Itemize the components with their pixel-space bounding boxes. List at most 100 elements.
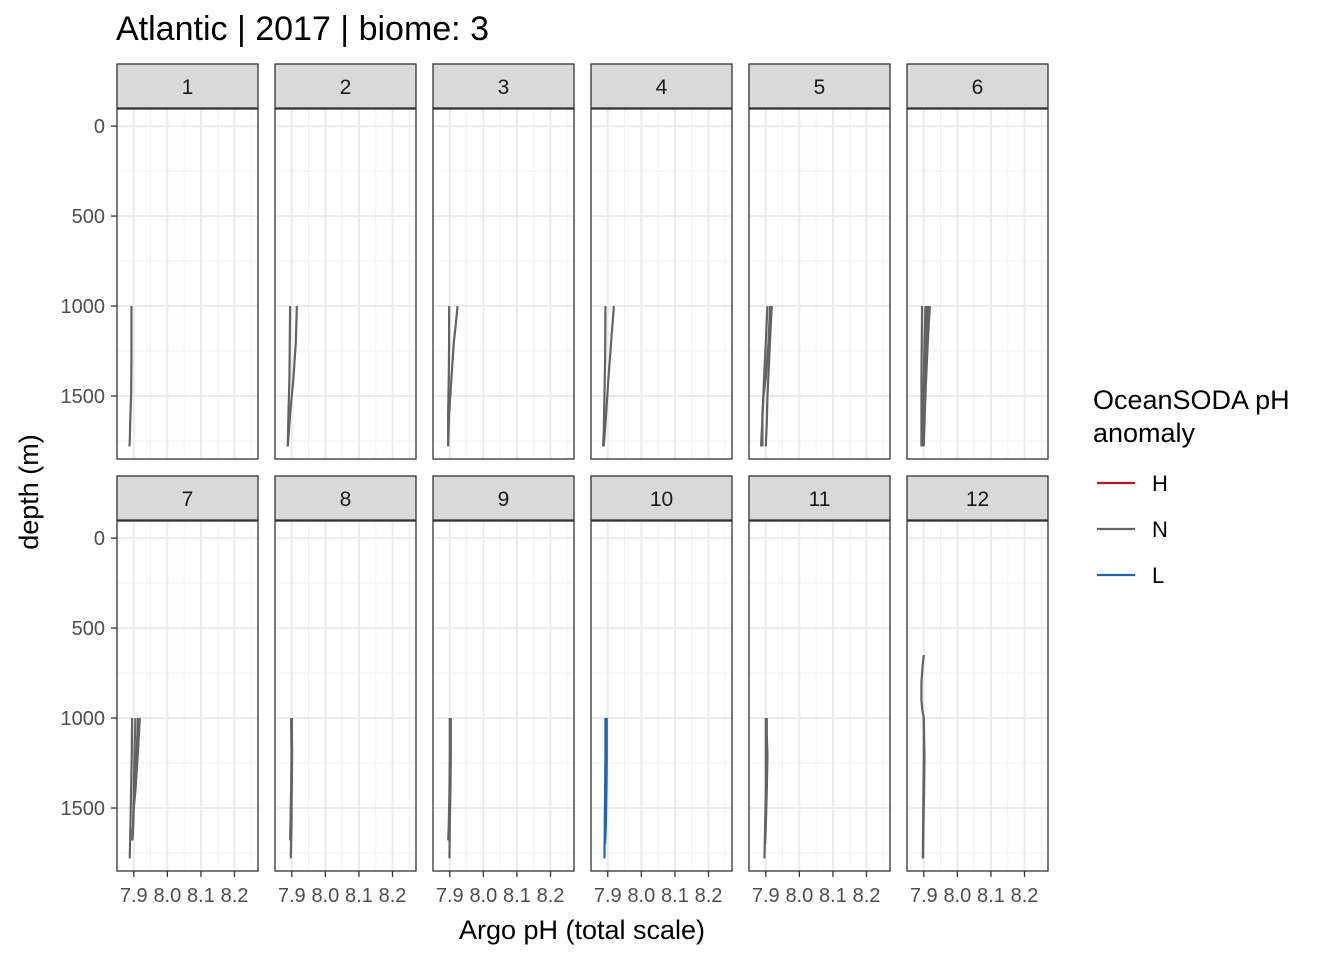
- gridlines: [906, 109, 1048, 459]
- facet-strip-label: 9: [498, 488, 510, 511]
- panel-background: [749, 521, 890, 871]
- panel-background: [433, 109, 574, 459]
- y-tick-label: 0: [94, 116, 105, 138]
- panel-border: [748, 108, 891, 460]
- facet-strip: [590, 475, 733, 521]
- facet-strip: [906, 475, 1049, 521]
- x-tick-label: 7.9: [910, 885, 938, 907]
- facet-strip: [432, 475, 575, 521]
- panel-background: [117, 109, 258, 459]
- facet-panel-4: 4: [590, 63, 733, 460]
- facet-strip: [116, 63, 259, 109]
- facet-panel-5: 5: [748, 63, 891, 460]
- y-tick-label: 1500: [61, 798, 106, 820]
- x-tick-label: 7.9: [120, 885, 148, 907]
- facet-strip-label: 6: [972, 76, 984, 99]
- x-tick-label: 7.9: [594, 885, 622, 907]
- series-line-N-2: [602, 305, 615, 447]
- facet-strip: [590, 63, 733, 109]
- gridlines: [432, 109, 574, 459]
- panel-border: [906, 520, 1049, 872]
- gridlines: [116, 521, 258, 871]
- series-line-N-1: [128, 718, 134, 859]
- facet-strip: [748, 475, 891, 521]
- panel-border: [116, 520, 259, 872]
- panel-border: [116, 108, 259, 460]
- panel-border: [906, 108, 1049, 460]
- legend-title-line-1: OceanSODA pH: [1093, 385, 1290, 415]
- panel-background: [433, 521, 574, 871]
- x-tick-label: 8.2: [221, 885, 249, 907]
- panel-border: [432, 520, 575, 872]
- y-tick-label: 0: [94, 528, 105, 550]
- x-tick-label: 8.0: [943, 885, 971, 907]
- panel-background: [591, 521, 732, 871]
- facet-panel-12: 12 7.9 8.0 8.1 8.2: [906, 475, 1049, 907]
- facet-panel-10: 10 7.9 8.0 8.1 8.2: [590, 475, 733, 907]
- series-line-N-2: [759, 305, 772, 447]
- x-tick-label: 7.9: [752, 885, 780, 907]
- y-tick-label: 1500: [61, 386, 106, 408]
- series-line-N-1: [128, 306, 133, 447]
- panel-background: [117, 521, 258, 871]
- panel-background: [907, 521, 1048, 871]
- facet-strip-label: 10: [650, 488, 673, 511]
- x-tick-label: 7.9: [436, 885, 464, 907]
- panel-border: [274, 108, 417, 460]
- x-axis-title: Argo pH (total scale): [459, 915, 705, 945]
- gridlines: [590, 109, 732, 459]
- facet-strip: [906, 63, 1049, 109]
- series-line-N-2: [922, 718, 926, 859]
- gridlines: [748, 109, 890, 459]
- gridlines: [116, 109, 258, 459]
- facet-strip: [748, 63, 891, 109]
- facet-strip-label: 4: [656, 76, 668, 99]
- facet-strip: [116, 475, 259, 521]
- facet-panel-9: 9 7.9 8.0 8.1 8.2: [432, 475, 575, 907]
- x-tick-label: 8.0: [785, 885, 813, 907]
- legend-entry-H: H: [1097, 471, 1168, 496]
- legend-entries: HNL: [1097, 471, 1168, 588]
- series-line-N-5: [922, 305, 931, 447]
- facet-panel-11: 11 7.9 8.0 8.1 8.2: [748, 475, 891, 907]
- facet-panel-8: 8 7.9 8.0 8.1 8.2: [274, 475, 417, 907]
- chart-title: Atlantic | 2017 | biome: 3: [116, 10, 489, 48]
- x-tick-label: 8.2: [853, 885, 881, 907]
- facet-strip-label: 5: [814, 76, 826, 99]
- facet-strip-label: 12: [966, 488, 989, 511]
- x-tick-label: 8.1: [503, 885, 531, 907]
- facet-panel-7: 7 0 500 1000 1500 7.9 8.0 8.1 8.2: [61, 475, 259, 907]
- y-tick-label: 1000: [61, 296, 106, 318]
- facet-panel-6: 6: [906, 63, 1049, 460]
- x-tick-label: 8.1: [661, 885, 689, 907]
- y-tick-label: 1000: [61, 708, 106, 730]
- series-line-N-1: [920, 306, 924, 447]
- x-tick-label: 8.1: [187, 885, 215, 907]
- series-line-N-3: [764, 305, 773, 447]
- x-tick-label: 8.2: [1011, 885, 1039, 907]
- panel-background: [907, 109, 1048, 459]
- panel-border: [590, 108, 733, 460]
- panel-background: [275, 521, 416, 871]
- series-line-N-2: [764, 718, 769, 845]
- legend: OceanSODA pH anomaly HNL: [1093, 385, 1290, 588]
- panel-border: [432, 108, 575, 460]
- facet-strip: [274, 63, 417, 109]
- x-tick-label: 8.0: [311, 885, 339, 907]
- facet-strip: [432, 63, 575, 109]
- x-tick-label: 8.1: [345, 885, 373, 907]
- x-tick-label: 7.9: [278, 885, 306, 907]
- series-line-N-2: [448, 718, 452, 859]
- panel-border: [590, 520, 733, 872]
- legend-title-line-2: anomaly: [1093, 418, 1196, 448]
- panel-background: [749, 109, 890, 459]
- facet-strip-label: 3: [498, 76, 510, 99]
- x-tick-label: 8.1: [977, 885, 1005, 907]
- x-tick-label: 8.0: [627, 885, 655, 907]
- x-tick-label: 8.2: [537, 885, 565, 907]
- series-line-N-4: [132, 717, 141, 809]
- y-tick-label: 500: [72, 206, 105, 228]
- gridlines: [274, 109, 416, 459]
